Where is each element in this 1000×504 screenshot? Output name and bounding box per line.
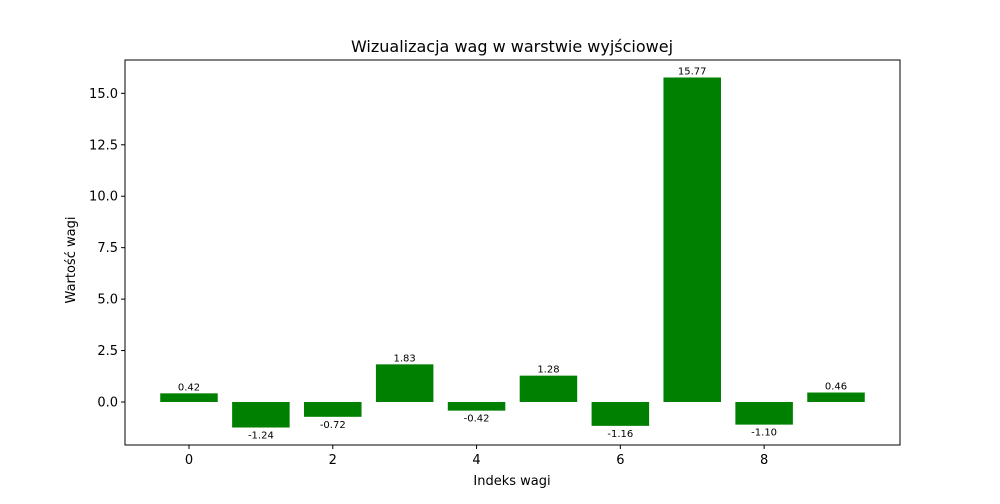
y-tick-label: 15.0 [89, 87, 118, 102]
bar-value-label: 15.77 [678, 66, 707, 77]
chart-title: Wizualizacja wag w warstwie wyjściowej [351, 37, 673, 56]
y-tick-label: 0.0 [97, 395, 118, 410]
bar-value-label: -0.72 [320, 420, 346, 431]
y-axis-ticks: 0.0 2.5 5.0 7.5 10.0 12.5 15.0 [89, 87, 125, 410]
bar-9 [807, 392, 865, 402]
y-tick-label: 2.5 [97, 344, 118, 359]
bar-3 [375, 364, 434, 402]
y-tick-label: 7.5 [97, 241, 118, 256]
y-tick-label: 12.5 [89, 138, 118, 153]
bar-8 [735, 401, 793, 425]
y-tick-label: 10.0 [89, 190, 118, 205]
bar-4 [447, 401, 506, 411]
bar-value-label: 1.28 [537, 365, 559, 376]
x-axis-label: Indeks wagi [473, 474, 550, 489]
x-tick-label: 0 [185, 453, 193, 468]
bar-labels-layer: 0.42 -1.24 -0.72 1.83 -0.42 1.28 -1.16 15.77 -1.… [178, 66, 847, 441]
plot-area-frame [124, 59, 901, 446]
x-tick-label: 6 [616, 453, 624, 468]
x-tick-label: 4 [472, 453, 480, 468]
bar-value-label: 1.83 [394, 353, 416, 364]
y-tick-label: 5.0 [97, 293, 118, 308]
bar-6 [591, 401, 650, 426]
bar-0 [160, 393, 218, 402]
x-axis-ticks: 0 2 4 6 8 [185, 445, 768, 468]
bar-value-label: 0.42 [178, 382, 200, 393]
x-tick-label: 8 [760, 453, 768, 468]
bar-7 [663, 77, 721, 402]
bar-value-label: -1.10 [751, 428, 777, 439]
bar-5 [519, 375, 578, 402]
x-tick-label: 2 [329, 453, 337, 468]
bar-value-label: -0.42 [464, 414, 490, 425]
y-axis-label: Wartość wagi [64, 217, 79, 304]
bar-value-label: -1.16 [607, 429, 633, 440]
bar-1 [232, 401, 290, 428]
bar-2 [304, 401, 362, 417]
bar-value-label: -1.24 [248, 431, 274, 442]
bars-layer [160, 77, 865, 428]
bar-value-label: 0.46 [825, 382, 847, 393]
